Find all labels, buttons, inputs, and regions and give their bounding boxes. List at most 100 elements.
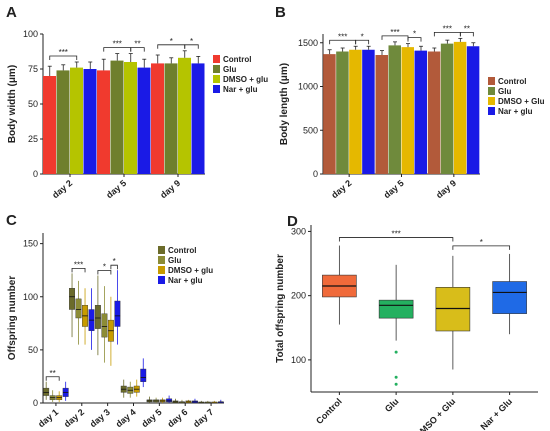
outlier-point-D <box>394 382 398 386</box>
legend-label-C: Control <box>168 246 196 255</box>
y-tick-label-B: 500 <box>303 125 318 135</box>
significance-label-A: *** <box>113 40 122 49</box>
significance-bracket-C <box>45 376 60 381</box>
bar-B <box>375 55 388 174</box>
bar-A <box>97 70 110 174</box>
significance-label-B: *** <box>443 24 452 33</box>
x-tick-label-C: day 6 <box>165 407 189 429</box>
significance-label-C: * <box>113 257 116 266</box>
significance-bracket-D <box>452 245 511 250</box>
x-tick-label-C: day 1 <box>36 407 60 429</box>
significance-bracket-D <box>338 237 454 242</box>
legend-swatch-A <box>213 55 220 63</box>
legend-swatch-B <box>488 87 495 95</box>
significance-bracket-A <box>49 55 78 60</box>
y-tick-label-B: 1500 <box>298 38 318 48</box>
x-tick-label-B: day 5 <box>382 178 406 200</box>
y-tick-label-A: 0 <box>33 169 38 179</box>
y-tick-label-D: 300 <box>291 226 306 236</box>
legend-label-B: Control <box>498 77 526 86</box>
significance-bracket-B <box>407 37 422 42</box>
significance-bracket-B <box>459 31 474 37</box>
significance-label-C: * <box>103 263 106 272</box>
significance-label-C: ** <box>50 369 56 378</box>
box-C <box>166 398 173 403</box>
legend-swatch-B <box>488 97 495 105</box>
y-tick-label-D: 100 <box>291 355 306 365</box>
bar-B <box>388 45 401 174</box>
significance-bracket-C <box>71 267 86 273</box>
bar-B <box>440 43 454 174</box>
bar-B <box>401 47 414 174</box>
box-C <box>140 368 147 382</box>
bar-A <box>164 63 178 174</box>
bar-A <box>151 63 164 174</box>
bar-B <box>427 51 441 174</box>
significance-label-B: * <box>361 32 364 41</box>
panel-a-letter: A <box>6 4 17 21</box>
y-axis-title-B: Body length (μm) <box>279 63 290 145</box>
x-tick-label-C: day 5 <box>140 407 164 429</box>
y-axis-title-A: Body width (μm) <box>7 65 18 143</box>
bar-B <box>336 51 349 174</box>
box-D <box>435 287 471 332</box>
significance-label-B: *** <box>338 32 347 41</box>
box-C <box>69 288 75 310</box>
bar-A <box>137 67 151 174</box>
significance-label-A: * <box>170 37 173 46</box>
x-tick-label-D: DMSO + Glu <box>413 396 457 431</box>
bar-B <box>362 49 375 174</box>
significance-bracket-B <box>355 39 370 45</box>
significance-label-D: *** <box>391 230 400 239</box>
legend-label-A: Control <box>223 55 251 64</box>
significance-bracket-C <box>110 264 118 270</box>
significance-bracket-A <box>184 44 199 49</box>
legend-label-A: Nar + glu <box>223 85 258 94</box>
bar-A <box>83 69 97 174</box>
legend-label-A: Glu <box>223 65 236 74</box>
x-tick-label-B: day 2 <box>329 178 353 200</box>
box-D <box>378 299 414 319</box>
legend-swatch-A <box>213 65 220 73</box>
y-tick-label-A: 75 <box>28 64 38 74</box>
significance-label-C: *** <box>74 260 83 269</box>
legend-label-A: DMSO + glu <box>223 75 268 84</box>
significance-label-B: * <box>413 30 416 39</box>
legend-label-B: Glu <box>498 87 511 96</box>
y-tick-label-D: 200 <box>291 291 306 301</box>
significance-bracket-C <box>97 270 112 275</box>
outlier-point-D <box>394 350 398 354</box>
significance-label-A: * <box>190 37 193 46</box>
significance-bracket-A <box>130 47 145 52</box>
y-tick-label-C: 0 <box>33 398 38 408</box>
x-tick-label-A: day 2 <box>50 178 74 200</box>
y-tick-label-A: 25 <box>28 134 38 144</box>
y-tick-label-C: 150 <box>23 239 38 249</box>
bar-A <box>70 67 83 174</box>
legend-swatch-C <box>158 266 165 274</box>
legend-swatch-C <box>158 256 165 264</box>
legend-swatch-B <box>488 107 495 115</box>
significance-label-A: ** <box>134 40 140 49</box>
legend-label-C: Glu <box>168 256 181 265</box>
box-C <box>101 313 108 338</box>
significance-label-B: ** <box>464 24 470 33</box>
panel-d-letter: D <box>287 213 298 230</box>
y-tick-label-B: 0 <box>313 169 318 179</box>
x-tick-label-B: day 9 <box>434 178 458 200</box>
legend-swatch-B <box>488 77 495 85</box>
panel-c-letter: C <box>6 212 17 229</box>
bar-A <box>56 70 70 174</box>
x-tick-label-C: day 3 <box>88 407 112 429</box>
outlier-point-D <box>394 375 398 379</box>
bar-B <box>466 46 480 174</box>
bar-A <box>124 62 137 174</box>
y-axis-title-C: Offspring number <box>7 276 18 361</box>
legend-label-C: DMSO + glu <box>168 266 213 275</box>
x-tick-label-D: Glu <box>383 396 401 414</box>
significance-label-A: *** <box>59 48 68 57</box>
x-tick-label-D: Nar + Glu <box>478 396 514 431</box>
bar-B <box>453 41 467 174</box>
bar-B <box>323 54 336 174</box>
legend-swatch-C <box>158 276 165 284</box>
